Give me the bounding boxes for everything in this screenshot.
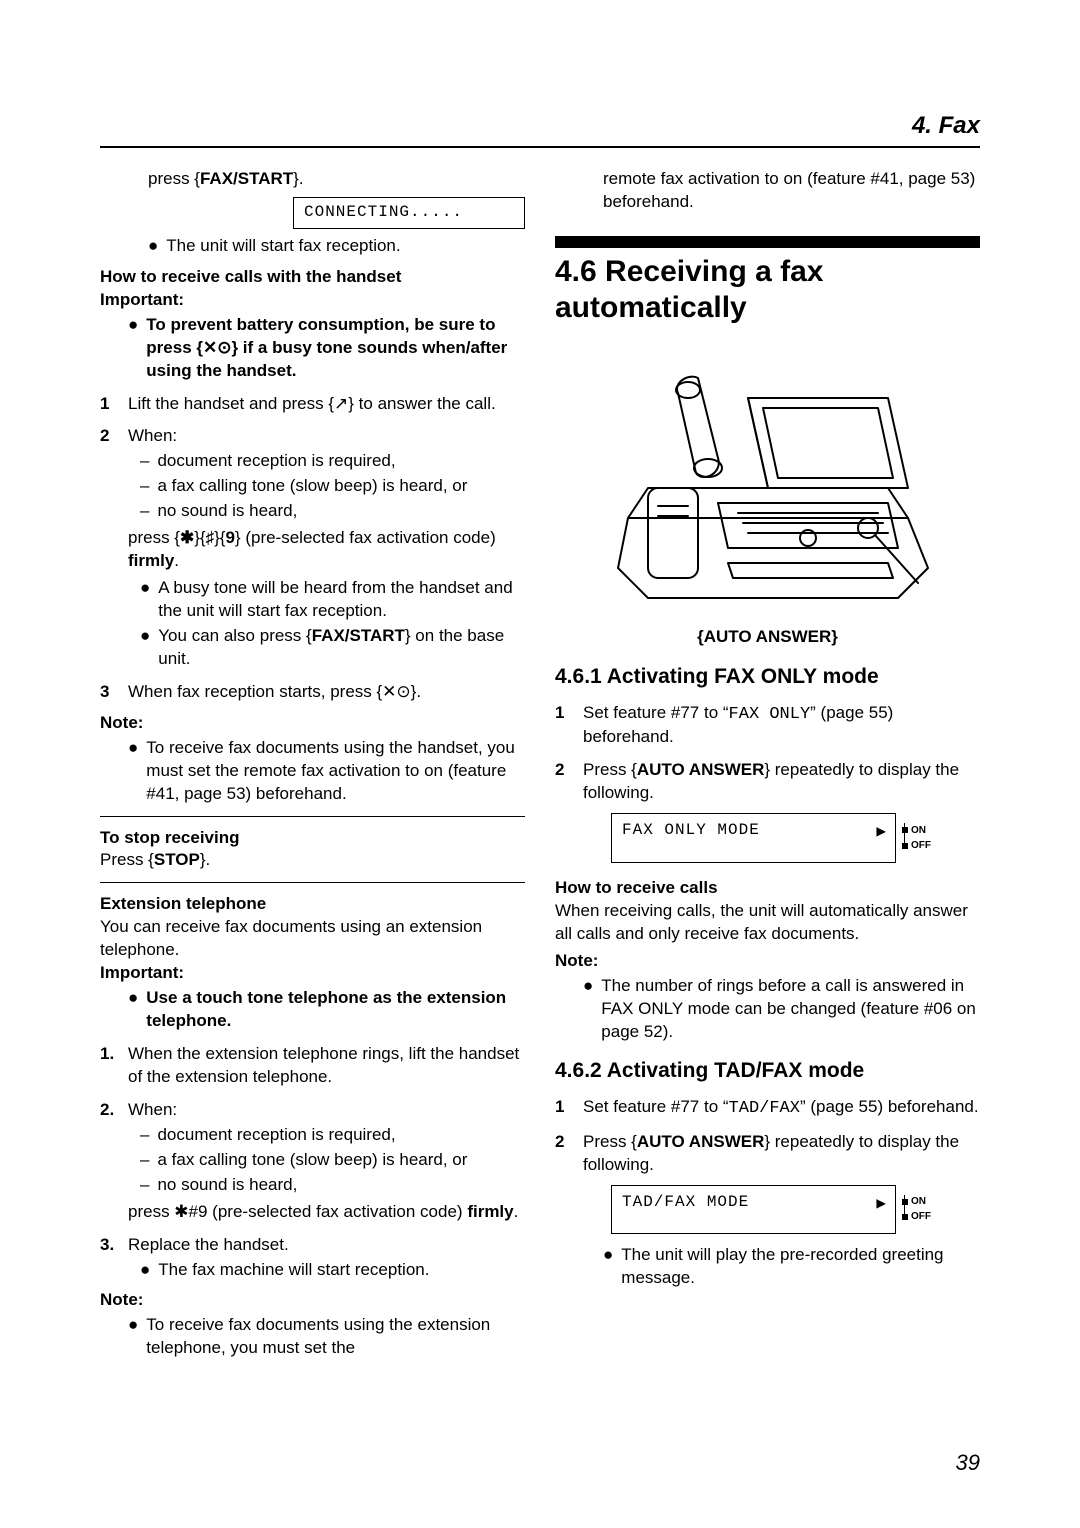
left-column: press {FAX/START}. CONNECTING..... ●The … xyxy=(100,168,525,1360)
r-note-label: Note: xyxy=(555,950,980,973)
step-1: 1 Lift the handset and press {↗} to answ… xyxy=(100,393,525,416)
lcd-connecting: CONNECTING..... xyxy=(293,197,525,229)
t-step-2: 2 Press {AUTO ANSWER} repeatedly to disp… xyxy=(555,1131,980,1177)
ext-note-1: ●To receive fax documents using the exte… xyxy=(128,1314,525,1360)
r-note-1: ●The number of rings before a call is an… xyxy=(583,975,980,1044)
unit-start-bullet: ●The unit will start fax reception. xyxy=(148,235,525,258)
play-greeting-bullet: ●The unit will play the pre-recorded gre… xyxy=(603,1244,980,1290)
page: 4. Fax press {FAX/START}. CONNECTING....… xyxy=(0,0,1080,1528)
ext-step-1: 1. When the extension telephone rings, l… xyxy=(100,1043,525,1089)
ext-step-2: 2. When: –document reception is required… xyxy=(100,1099,525,1224)
page-number: 39 xyxy=(956,1448,980,1478)
t-step-1: 1 Set feature #77 to “TAD/FAX” (page 55)… xyxy=(555,1096,980,1121)
note-1: ●To receive fax documents using the hand… xyxy=(128,737,525,806)
ext-important-bullet: ●Use a touch tone telephone as the exten… xyxy=(128,987,525,1033)
ext-important-label: Important: xyxy=(100,962,525,985)
right-column: remote fax activation to on (feature #41… xyxy=(555,168,980,1360)
stop-receiving-heading: To stop receiving xyxy=(100,827,525,850)
divider-1 xyxy=(100,816,525,817)
divider-2 xyxy=(100,882,525,883)
section-4-6-2-heading: 4.6.2 Activating TAD/FAX mode xyxy=(555,1057,980,1085)
r-step-2: 2 Press {AUTO ANSWER} repeatedly to disp… xyxy=(555,759,980,805)
important-label: Important: xyxy=(100,289,525,312)
auto-answer-caption: {AUTO ANSWER} xyxy=(555,626,980,649)
r-step-1: 1 Set feature #77 to “FAX ONLY” (page 55… xyxy=(555,702,980,750)
note-label: Note: xyxy=(100,712,525,735)
fax-illustration xyxy=(588,338,948,618)
section-bar xyxy=(555,236,980,248)
prevent-battery-bullet: ●To prevent battery consumption, be sure… xyxy=(128,314,525,383)
section-4-6-heading: 4.6 Receiving a fax automatically xyxy=(555,254,980,326)
lcd-tad-fax: TAD/FAX MODE ▶ ON OFF xyxy=(611,1185,931,1235)
chapter-header: 4. Fax xyxy=(100,110,980,148)
step-2: 2 When: –document reception is required,… xyxy=(100,425,525,670)
right-continuation: remote fax activation to on (feature #41… xyxy=(603,168,980,214)
ext-tel-heading: Extension telephone xyxy=(100,893,525,916)
how-receive-handset-heading: How to receive calls with the handset xyxy=(100,266,525,289)
how-to-receive-desc: When receiving calls, the unit will auto… xyxy=(555,900,980,946)
step-3: 3 When fax reception starts, press {✕⊙}. xyxy=(100,681,525,704)
section-4-6-1-heading: 4.6.1 Activating FAX ONLY mode xyxy=(555,663,980,691)
press-stop: Press {STOP}. xyxy=(100,849,525,872)
how-to-receive-heading: How to receive calls xyxy=(555,877,980,900)
lcd-fax-only: FAX ONLY MODE ▶ ON OFF xyxy=(611,813,931,863)
press-fax-start: press {FAX/START}. xyxy=(148,168,525,191)
ext-tel-desc: You can receive fax documents using an e… xyxy=(100,916,525,962)
ext-note-label: Note: xyxy=(100,1289,525,1312)
ext-step-3: 3. Replace the handset. ●The fax machine… xyxy=(100,1234,525,1282)
